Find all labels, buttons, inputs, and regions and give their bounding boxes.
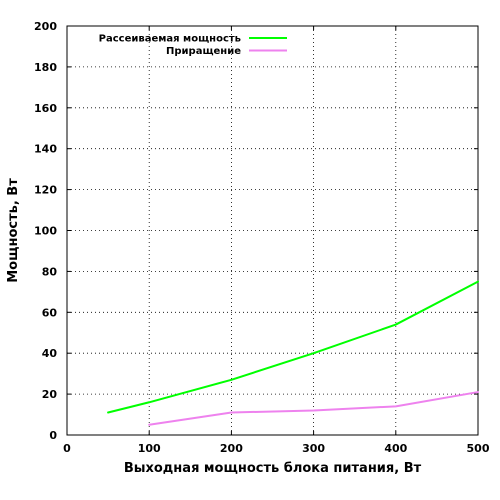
x-tick-label-0: 0	[63, 442, 71, 455]
y-tick-label-10: 200	[34, 20, 57, 33]
y-tick-label-8: 160	[34, 102, 57, 115]
series-line-0	[107, 280, 479, 414]
y-tick-label-4: 80	[42, 265, 58, 278]
tick-labels: 0 20 40 60 80 100 120 140 160 180 200 0 100 200 300 400…	[34, 20, 490, 455]
legend-label-0: Рассеиваемая мощность	[99, 34, 241, 45]
y-tick-label-7: 140	[34, 143, 57, 156]
grid	[67, 26, 478, 435]
legend-label-1: Приращение	[166, 46, 241, 57]
y-tick-label-5: 100	[34, 225, 57, 238]
plot-frame	[66, 25, 479, 436]
y-tick-label-0: 0	[49, 429, 57, 442]
x-tick-label-3: 300	[302, 442, 325, 455]
y-tick-label-3: 60	[42, 306, 58, 319]
y-tick-label-2: 40	[42, 347, 58, 360]
y-axis-label: Мощность, Вт	[6, 178, 21, 283]
x-tick-label-4: 400	[384, 442, 407, 455]
y-tick-label-1: 20	[42, 388, 58, 401]
series-line-1	[148, 391, 479, 426]
y-tick-label-6: 120	[34, 184, 57, 197]
x-tick-label-5: 500	[467, 442, 490, 455]
y-tick-label-9: 180	[34, 61, 57, 74]
series-layer	[107, 280, 479, 426]
x-tick-label-1: 100	[138, 442, 161, 455]
x-tick-label-2: 200	[220, 442, 243, 455]
x-axis-label: Выходная мощность блока питания, Вт	[124, 461, 422, 476]
